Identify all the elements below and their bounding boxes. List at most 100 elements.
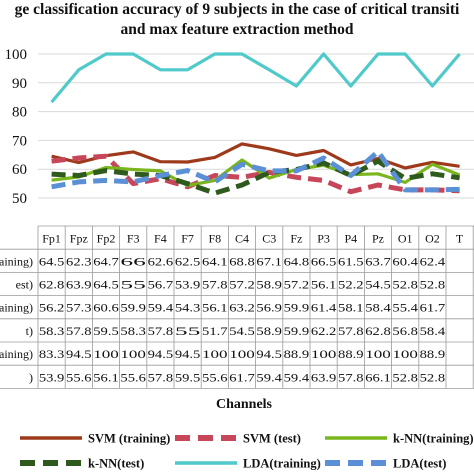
x-tick-label: O2	[425, 232, 440, 246]
data-label: 61.5	[338, 254, 364, 268]
data-label: 55.4	[392, 301, 418, 315]
data-label: 57.8	[338, 324, 364, 338]
data-label: 88.9	[420, 347, 446, 361]
data-label: 58.4	[365, 301, 391, 315]
x-tick-label: C4	[235, 232, 249, 246]
data-label: 100	[202, 347, 228, 361]
data-label: 68.8	[229, 254, 255, 268]
data-label: 60.6	[93, 301, 119, 315]
data-label: 64.5	[93, 278, 119, 292]
data-label: 56.8	[392, 324, 418, 338]
data-label: 55	[175, 324, 201, 338]
legend-label: SVM (training)	[88, 432, 170, 446]
data-label: 57.2	[284, 278, 310, 292]
series-line-0	[51, 142, 460, 170]
x-tick-label: F7	[181, 232, 194, 246]
data-label: 64.7	[93, 254, 119, 268]
data-label: 100	[120, 347, 146, 361]
data-label: 56.1	[93, 370, 119, 384]
data-label: 62.5	[175, 254, 201, 268]
series-line-4	[50, 52, 461, 104]
data-label: 63.7	[365, 254, 391, 268]
data-label: 88.9	[284, 347, 310, 361]
data-label: 54.3	[175, 301, 201, 315]
data-label: 52.8	[392, 370, 418, 384]
data-label: 54.5	[365, 278, 391, 292]
data-label: 55.6	[202, 370, 228, 384]
data-label: 59.9	[284, 301, 310, 315]
data-label: 67.1	[256, 254, 282, 268]
data-label: 63.9	[311, 370, 337, 384]
data-label: 62.4	[420, 254, 446, 268]
y-tick-label: 90	[12, 76, 27, 92]
data-label: 55	[120, 278, 146, 292]
data-label: 60.4	[392, 254, 418, 268]
table-row-label: raining)	[0, 254, 33, 268]
data-label: 55.6	[66, 370, 92, 384]
x-tick-label: P4	[344, 232, 357, 246]
series-line-3	[51, 158, 460, 196]
data-label: 58.4	[420, 324, 446, 338]
data-label: 61.7	[420, 301, 446, 315]
table-row-label: raining)	[0, 347, 33, 361]
legend-label: LDA(test)	[393, 457, 446, 471]
data-label: 59.4	[148, 301, 174, 315]
data-label: 62.2	[311, 324, 337, 338]
data-label: 64.5	[39, 254, 65, 268]
data-label: 57.8	[202, 278, 228, 292]
data-label: 56.2	[39, 301, 65, 315]
data-label: 58.3	[120, 324, 146, 338]
series-lines	[50, 52, 461, 196]
data-label: 56.1	[311, 278, 337, 292]
data-label: 64.1	[202, 254, 228, 268]
data-label: 59.5	[175, 370, 201, 384]
data-label: 66	[120, 254, 146, 268]
data-label: 64.8	[284, 254, 310, 268]
data-label: 62.6	[148, 254, 174, 268]
data-label: 94.5	[66, 347, 92, 361]
x-tick-label: O1	[398, 232, 413, 246]
data-label: 55.6	[120, 370, 146, 384]
data-label: 56.9	[256, 301, 282, 315]
data-label: 100	[365, 347, 391, 361]
x-tick-label: Fp2	[97, 232, 116, 246]
data-label: 62.8	[39, 278, 65, 292]
data-label: 54.5	[229, 324, 255, 338]
data-label: 100	[311, 347, 337, 361]
data-label: 61.7	[229, 370, 255, 384]
data-label: 66.5	[311, 254, 337, 268]
y-tick-label: 100	[5, 47, 28, 63]
y-tick-label: 70	[12, 133, 27, 149]
data-label: 63.2	[229, 301, 255, 315]
data-label: 57.8	[66, 324, 92, 338]
x-tick-label: Fz	[290, 232, 302, 246]
table-row-label: est)	[16, 278, 33, 292]
data-label: 57.2	[229, 278, 255, 292]
data-label: 52.8	[420, 278, 446, 292]
data-label: 59.4	[284, 370, 310, 384]
data-label: 57.8	[338, 370, 364, 384]
data-label: 83.3	[39, 347, 65, 361]
table-row-label: )	[29, 370, 33, 384]
x-tick-label: Fpz	[70, 232, 88, 246]
data-label: 100	[93, 347, 119, 361]
legend-label: SVM (test)	[243, 432, 301, 446]
legend-label: k-NN(training)	[393, 432, 474, 446]
data-label: 62.3	[66, 254, 92, 268]
data-label: 59.5	[93, 324, 119, 338]
data-label: 52.8	[420, 370, 446, 384]
data-label: 56.1	[202, 301, 228, 315]
data-label: 52.8	[392, 278, 418, 292]
data-label: 57.8	[148, 370, 174, 384]
y-tick-label: 80	[12, 105, 27, 121]
data-label: 53.9	[39, 370, 65, 384]
x-axis-label: Channels	[216, 397, 273, 412]
data-label: 66.1	[365, 370, 391, 384]
x-tick-label: F3	[127, 232, 140, 246]
data-label: 63.9	[66, 278, 92, 292]
chart-title-line-2: and max feature extraction method	[120, 21, 353, 38]
x-tick-label: Pz	[372, 232, 384, 246]
data-label: 100	[392, 347, 418, 361]
data-label: 62.8	[365, 324, 391, 338]
